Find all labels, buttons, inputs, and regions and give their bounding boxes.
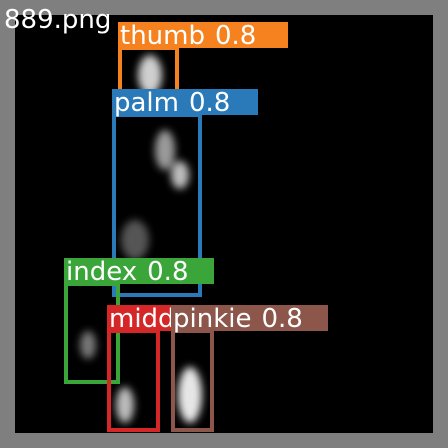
label-text: thumb 0.8 bbox=[120, 21, 256, 51]
label-text: palm 0.8 bbox=[114, 88, 230, 118]
image-area bbox=[15, 15, 433, 433]
confidence: 0.8 bbox=[189, 88, 230, 118]
labels: thumb0.8palm0.8index0.8middle0.8pinkie0.… bbox=[64, 21, 328, 334]
class-name: pinkie bbox=[173, 304, 251, 334]
label-text: index 0.8 bbox=[66, 257, 189, 287]
label-background bbox=[118, 22, 288, 48]
filename: 889.png bbox=[4, 5, 111, 35]
class-name: palm bbox=[114, 88, 179, 118]
class-name: index bbox=[66, 257, 137, 287]
label-background bbox=[64, 258, 214, 284]
label-background bbox=[112, 89, 258, 115]
class-name: thumb bbox=[120, 21, 205, 51]
label-text: pinkie 0.8 bbox=[173, 304, 303, 334]
detections: thumb0.8palm0.8index0.8middle0.8pinkie0.… bbox=[64, 21, 328, 432]
confidence: 0.8 bbox=[147, 257, 188, 287]
hand-silhouette bbox=[80, 55, 202, 423]
confidence: 0.8 bbox=[261, 304, 302, 334]
label-background bbox=[171, 305, 328, 331]
confidence: 0.8 bbox=[215, 21, 256, 51]
